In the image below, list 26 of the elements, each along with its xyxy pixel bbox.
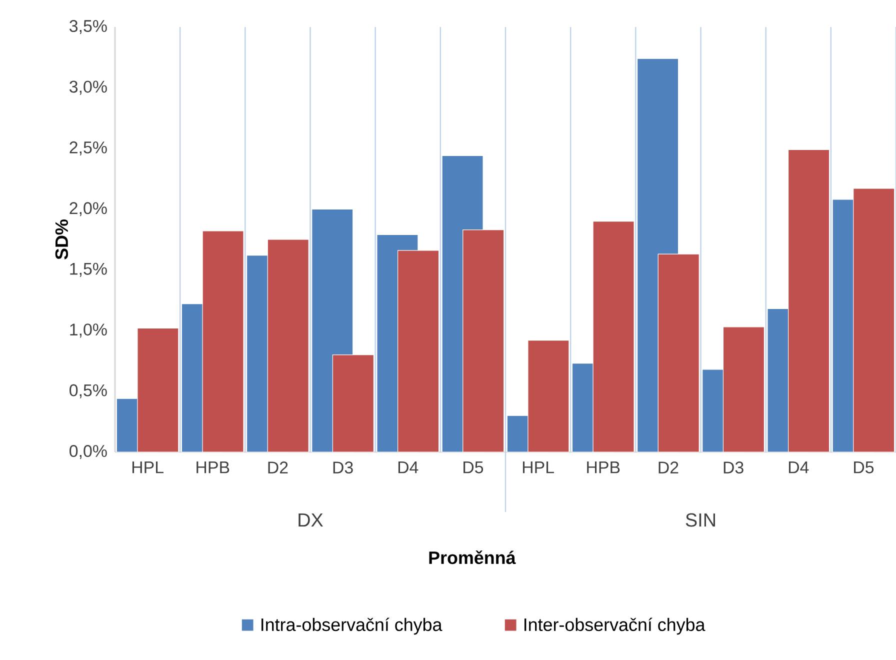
- x-tick-label: HPL: [132, 462, 164, 474]
- x-axis-title: Proměnná: [429, 550, 516, 564]
- x-tick-label: D4: [398, 462, 418, 474]
- x-tick-label: HPB: [587, 462, 620, 474]
- y-tick-label: 3,5%: [70, 20, 107, 34]
- legend-label: Inter-observační chyba: [524, 618, 706, 635]
- y-tick-label: 0,5%: [70, 384, 107, 398]
- x-tick-label: D5: [464, 462, 484, 474]
- x-tick-label: D3: [333, 462, 353, 474]
- y-axis-title: SD%: [55, 220, 68, 260]
- y-tick-label: 2,5%: [70, 141, 107, 156]
- x-tick-label: D2: [268, 462, 288, 474]
- y-tick-label: 3,0%: [70, 80, 107, 95]
- x-tick-label: D5: [854, 462, 874, 474]
- text: SIN: [686, 513, 715, 527]
- x-tick-label: D3: [724, 462, 744, 474]
- x-tick-label: D2: [658, 462, 678, 474]
- x-tick-label: HPL: [522, 462, 554, 474]
- y-tick-label: 2,0%: [70, 202, 107, 216]
- x-tick-label: D4: [788, 462, 809, 474]
- text: DX: [298, 513, 323, 527]
- legend-label: Intra-observační chyba: [262, 618, 442, 635]
- y-tick-label: 1,0%: [70, 324, 107, 338]
- y-tick-label: 1,5%: [70, 262, 107, 277]
- y-tick-label: 0,0%: [70, 445, 107, 459]
- x-tick-label: HPB: [196, 462, 230, 474]
